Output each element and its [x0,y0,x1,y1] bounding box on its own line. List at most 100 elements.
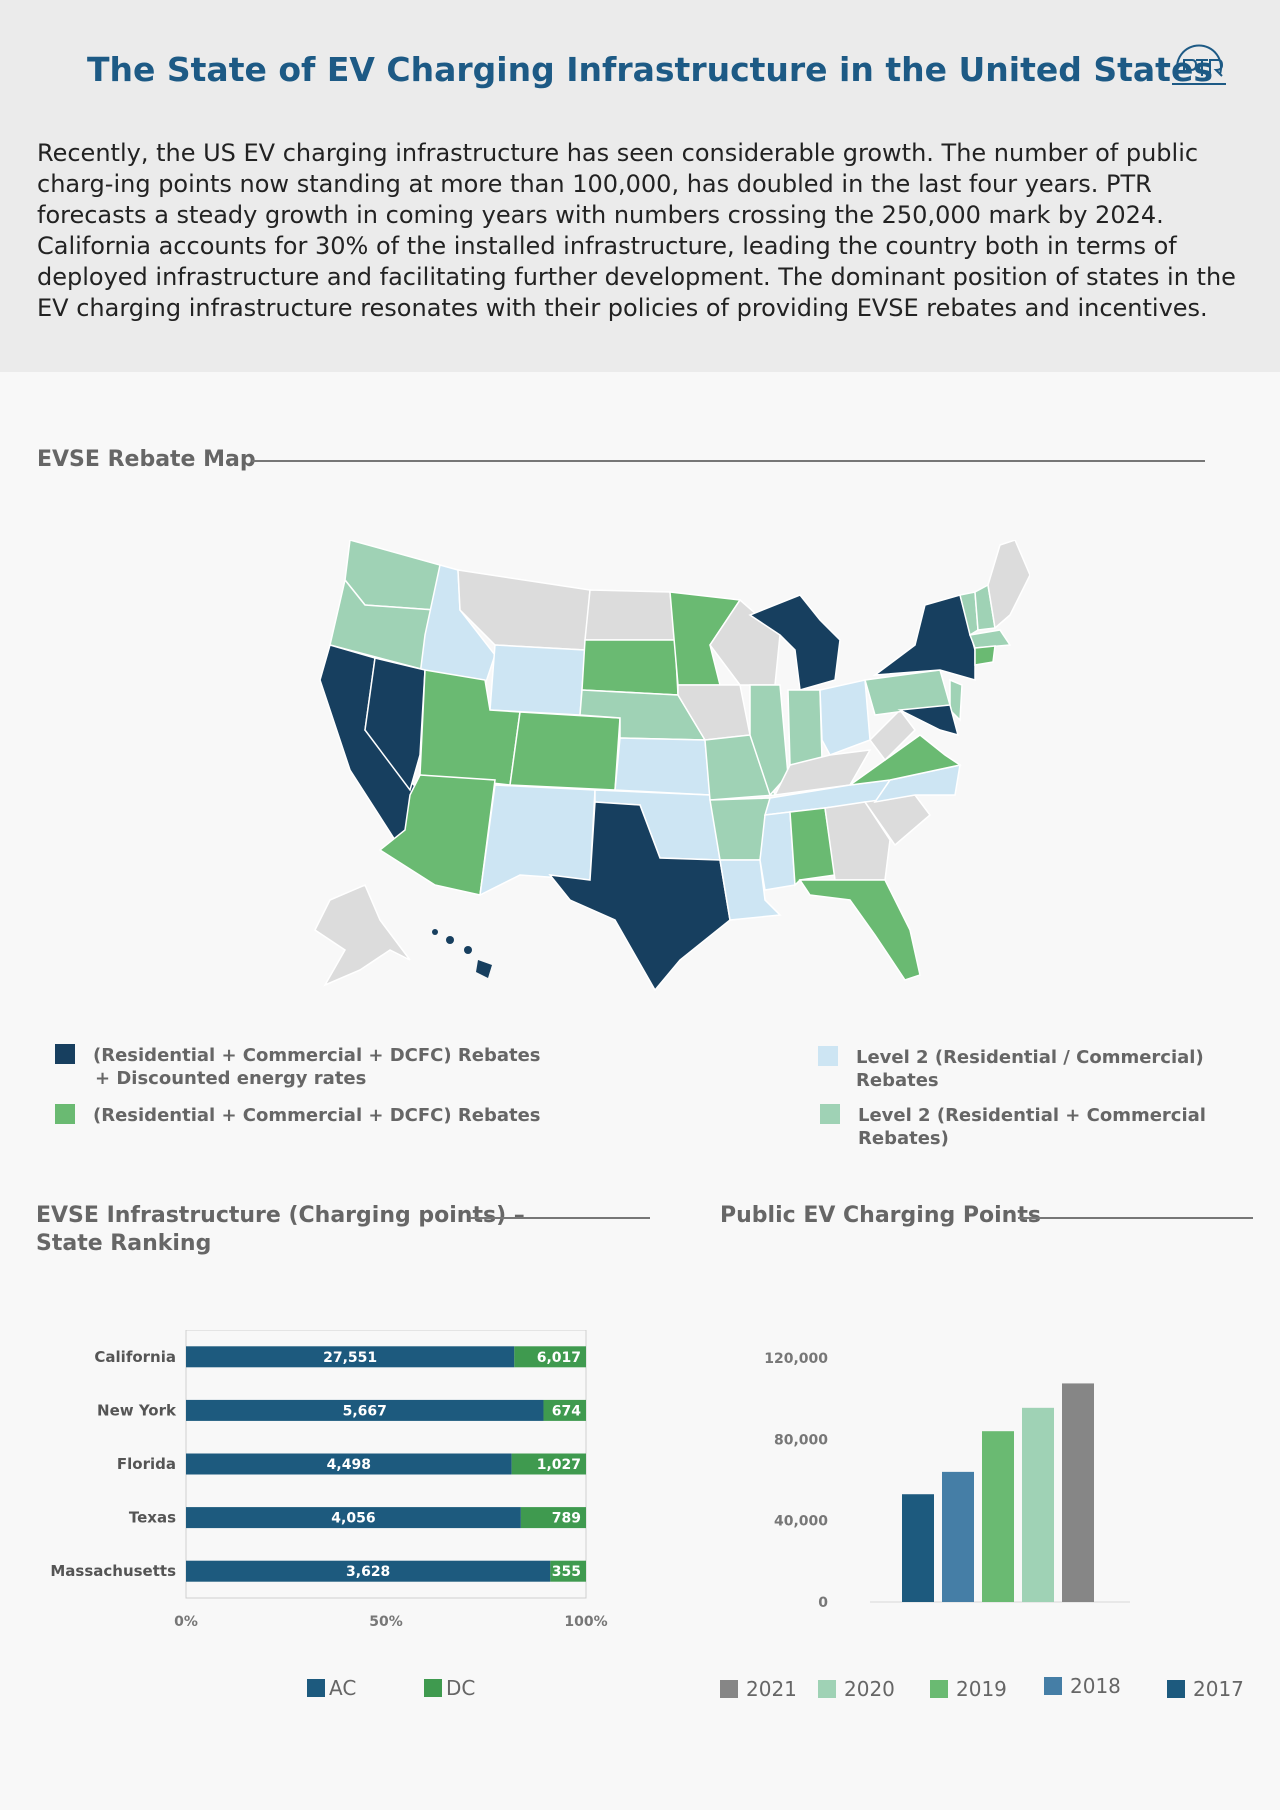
state-kansas [614,737,711,796]
page-title: The State of EV Charging Infrastructure … [87,50,1213,89]
map-section-title: EVSE Rebate Map [37,447,256,472]
public-section-title: Public EV Charging Points [720,1203,1041,1228]
ranking-section-rule [470,1217,650,1219]
public-legend-swatch [818,1680,836,1698]
legend-swatch-dark [55,1044,75,1064]
ranking-category-label: Texas [129,1509,176,1527]
ranking-bar-value-label: 355 [552,1564,581,1580]
state-minnesota [669,591,742,686]
public-bar-2017 [902,1494,934,1602]
legend-item-green: (Residential + Commercial + DCFC) Rebate… [55,1104,541,1127]
ranking-bar-dc [511,1453,586,1475]
legend-swatch-mint [820,1104,840,1124]
ranking-bar-value-label: 4,056 [331,1511,375,1527]
intro-paragraph: Recently, the US EV charging infrastruct… [37,139,1236,322]
public-y-tick-label: 80,000 [774,1432,828,1448]
ranking-title-line2: State Ranking [36,1231,212,1256]
public-legend-swatch [930,1680,948,1698]
public-legend-label: 2020 [844,1677,895,1701]
public-legend-swatch [1044,1677,1062,1695]
state-wyoming [489,644,586,716]
ranking-bar-ac [186,1399,544,1421]
ranking-legend-dc-swatch [424,1679,442,1697]
state-ranking-chart: California 27,551 6,017 New York 5,667 674 Flo… [50,1330,608,1630]
ranking-bar-value-label: 789 [552,1511,581,1527]
state-new-york [872,594,976,681]
public-legend-swatch [1167,1680,1185,1698]
public-bar-2018 [942,1471,974,1602]
ranking-bar-ac [186,1507,521,1529]
ranking-bar-ac [186,1346,515,1368]
state-maine [987,540,1030,630]
state-michigan [748,594,841,691]
ranking-category-label: Florida [117,1455,176,1473]
legend-label-light-blue: Level 2 (Residential / Commercial) Rebat… [856,1047,1204,1091]
state-georgia [824,801,891,881]
ranking-x-tick-label: 100% [564,1614,607,1630]
public-legend-item-2021: 2021 [720,1677,797,1701]
public-bar-2020 [1022,1407,1054,1602]
state-west-virginia [869,708,916,762]
ranking-bar-value-label: 4,498 [327,1457,371,1473]
ranking-bar-value-label: 1,027 [537,1457,581,1473]
ranking-bar-value-label: 674 [552,1403,581,1419]
header-band: The State of EV Charging Infrastructure … [0,0,1280,372]
public-bar-2019 [982,1431,1014,1602]
state-new-jersey [949,678,963,722]
ranking-bar-dc [514,1346,586,1368]
ranking-title-line1: EVSE Infrastructure (Charging points) – [36,1203,525,1228]
ranking-bar-value-label: 5,667 [343,1403,387,1419]
state-indiana [787,689,823,766]
ranking-category-label: Massachusetts [50,1562,176,1580]
public-section-rule [1018,1217,1253,1219]
state-texas [548,801,731,992]
ranking-bar-value-label: 3,628 [346,1564,390,1580]
ranking-bar-value-label: 27,551 [323,1350,377,1366]
state-massachusetts [968,629,1012,649]
state-connecticut [974,645,996,666]
legend-swatch-green [55,1104,75,1124]
ranking-x-tick-label: 0% [174,1614,198,1630]
legend-item-light-blue: Level 2 (Residential / Commercial) Rebat… [818,1046,1280,1092]
legend-label-dark-line2: + Discounted energy rates [95,1068,367,1089]
ranking-bar-value-label: 6,017 [537,1350,581,1366]
public-legend-swatch [720,1680,738,1698]
state-maryland [897,704,960,737]
ranking-bar-ac [186,1453,512,1475]
legend-swatch-light-blue [818,1046,838,1066]
ptr-logo [1172,44,1226,85]
legend-label-green: (Residential + Commercial + DCFC) Rebate… [93,1105,541,1126]
public-legend-item-2017: 2017 [1167,1677,1244,1701]
state-nevada [364,657,426,792]
public-legend-item-2019: 2019 [930,1677,1007,1701]
state-north-carolina [873,764,961,804]
public-bar-2021 [1062,1383,1094,1602]
state-alabama [789,807,836,887]
state-ohio [819,679,871,756]
ranking-bar-dc [550,1560,586,1582]
public-legend-label: 2019 [956,1677,1007,1701]
state-florida [798,879,921,981]
state-colorado [509,711,621,791]
ranking-bar-ac [186,1560,551,1582]
ranking-category-label: California [94,1348,176,1366]
public-legend-item-2020: 2020 [818,1677,895,1701]
ranking-category-label: New York [97,1401,177,1419]
state-illinois [749,684,789,797]
ranking-bar-dc [543,1399,586,1421]
state-north-dakota [584,589,676,641]
ranking-x-tick-label: 50% [369,1614,403,1630]
legend-label-mint: Level 2 (Residential + Commercial Rebate… [858,1105,1206,1149]
legend-item-mint: Level 2 (Residential + Commercial Rebate… [820,1104,1280,1150]
state-alaska [314,884,411,987]
ranking-legend-dc: DC [424,1676,475,1700]
us-rebate-map [314,540,1030,992]
public-y-tick-label: 0 [818,1595,828,1611]
ranking-section-title: EVSE Infrastructure (Charging points) – … [36,1202,525,1258]
state-south-dakota [581,639,679,696]
public-legend-label: 2017 [1193,1677,1244,1701]
public-y-tick-label: 40,000 [774,1514,828,1530]
ranking-legend-ac: AC [307,1676,356,1700]
public-legend-label: 2018 [1070,1674,1121,1698]
ranking-legend-ac-swatch [307,1679,325,1697]
